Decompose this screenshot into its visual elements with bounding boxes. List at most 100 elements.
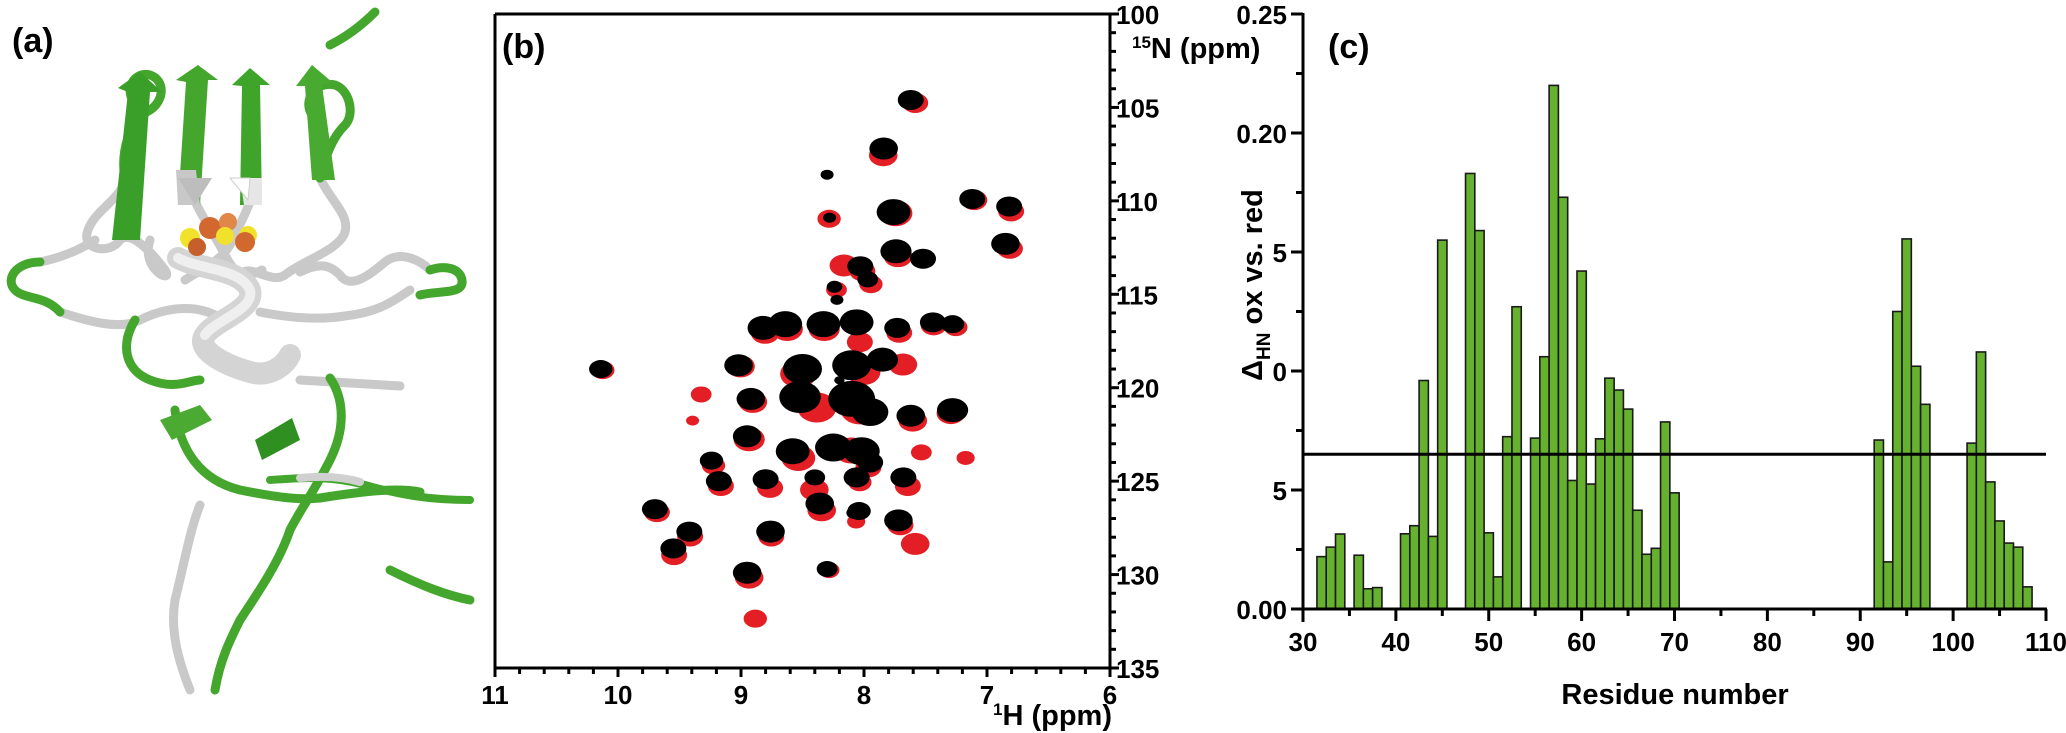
iron-atom [188, 238, 206, 256]
oxidized-peak [756, 520, 785, 543]
reduced-peak [690, 386, 712, 403]
oxidized-peak [940, 315, 965, 334]
y-title-delta: Δ [1237, 360, 1269, 381]
y-title-superscript: 15 [1132, 33, 1151, 52]
x-tick-label: 30 [1289, 627, 1318, 657]
y-tick-label: 125 [1116, 467, 1159, 497]
bar-series [1316, 84, 2033, 610]
y-tick-label: 130 [1116, 561, 1159, 591]
spectrum-y-axis-title: 15N (ppm) [1132, 33, 1260, 65]
oxidized-peak [805, 492, 835, 515]
bar-residue-93 [1882, 561, 1894, 610]
oxidized-peak [641, 499, 668, 520]
bar-residue-42 [1409, 524, 1420, 610]
unperturbed-loops [35, 173, 435, 695]
protein-ribbon [6, 7, 475, 695]
oxidized-peak [705, 471, 732, 492]
oxidized-peak [919, 312, 946, 333]
bar-residue-38 [1371, 586, 1383, 610]
bar-residue-49 [1474, 229, 1485, 610]
iron-sulfur-cluster [180, 213, 257, 256]
spectrum-ticks [493, 12, 1119, 677]
bar-residue-45 [1436, 239, 1448, 610]
oxidized-peak [589, 360, 613, 379]
bar-residue-48 [1464, 172, 1476, 610]
x-tick-label: 10 [604, 680, 633, 710]
bar-residue-64 [1613, 389, 1625, 610]
bar-residue-55 [1529, 437, 1541, 610]
bar-residue-33 [1325, 546, 1337, 610]
reduced-peak [686, 415, 700, 426]
oxidized-peak [676, 521, 703, 542]
bar-residue-59 [1566, 479, 1578, 610]
x-tick-label: 8 [857, 680, 871, 710]
beta-strands [112, 65, 335, 460]
bar-residue-94 [1891, 310, 1903, 610]
oxidized-peak [830, 294, 844, 305]
sulfur-atom [216, 227, 234, 245]
bar-residue-36 [1353, 554, 1365, 610]
reduced-peak [900, 532, 930, 555]
y-tick-label: 115 [1116, 280, 1158, 310]
bar-residue-105 [1994, 520, 2006, 610]
oxidized-peak [839, 309, 874, 336]
bar-residue-41 [1399, 532, 1411, 610]
oxidized-peak [736, 387, 766, 410]
x-tick-label: 60 [1567, 627, 1596, 657]
oxidized-peak [847, 256, 874, 277]
oxidized-peak [866, 347, 899, 372]
panel-a-structure: (a) [6, 7, 475, 695]
oxidized-peak [775, 438, 810, 465]
bar-residue-103 [1975, 351, 1987, 610]
oxidized-peak [815, 433, 852, 462]
bar-residue-57 [1548, 84, 1560, 610]
x-tick-label: 110 [2025, 627, 2066, 657]
x-tick-label: 7 [980, 680, 994, 710]
oxidized-peak [996, 196, 1023, 217]
spectrum-tick-labels: 11 10 9 8 7 6 100 105 110 115 120 125 130 135 [481, 0, 1159, 710]
oxidized-peak [857, 271, 879, 288]
oxidized-peak [779, 381, 821, 414]
bar-residue-60 [1576, 270, 1588, 610]
y-tick-label: 0.25 [1236, 0, 1287, 30]
oxidized-peak [847, 502, 871, 521]
bar-residue-52 [1501, 435, 1513, 610]
oxidized-peak [660, 538, 687, 559]
bar-residue-96 [1910, 365, 1922, 610]
oxidized-peak [910, 248, 937, 269]
y-title-rest: ox vs. red [1237, 189, 1269, 332]
oxidized-peak [851, 398, 889, 427]
oxidized-peak [897, 89, 924, 110]
central-helix [167, 247, 301, 385]
oxidized-peak [936, 398, 969, 423]
oxidized-peak [752, 469, 779, 490]
bar-residue-43 [1418, 379, 1430, 610]
oxidized-peak [991, 232, 1020, 255]
x-tick-label: 6 [1103, 680, 1117, 710]
reduced-peak [743, 609, 767, 628]
oxidized-peaks [589, 89, 1023, 584]
oxidized-peak [832, 350, 872, 381]
bar-residue-62 [1594, 438, 1606, 610]
oxidized-peak [806, 311, 841, 338]
oxidized-peak [724, 354, 753, 377]
oxidized-peak [843, 467, 870, 488]
bar-residue-63 [1604, 377, 1615, 610]
iron-atom [199, 217, 221, 239]
bar-y-axis-title: ΔHN ox vs. red [1237, 189, 1275, 381]
bar-residue-68 [1650, 547, 1662, 610]
y-tick-label: 105 [1116, 93, 1159, 123]
bar-residue-50 [1483, 532, 1495, 610]
oxidized-peak [816, 560, 838, 577]
reduced-peak [846, 332, 873, 353]
oxidized-peak [959, 188, 986, 209]
x-tick-label: 80 [1753, 627, 1782, 657]
panel-a-label: (a) [12, 22, 54, 60]
x-title-superscript: 1 [993, 700, 1002, 719]
y-tick-label: 5 [1273, 476, 1287, 506]
x-tick-label: 70 [1660, 627, 1689, 657]
